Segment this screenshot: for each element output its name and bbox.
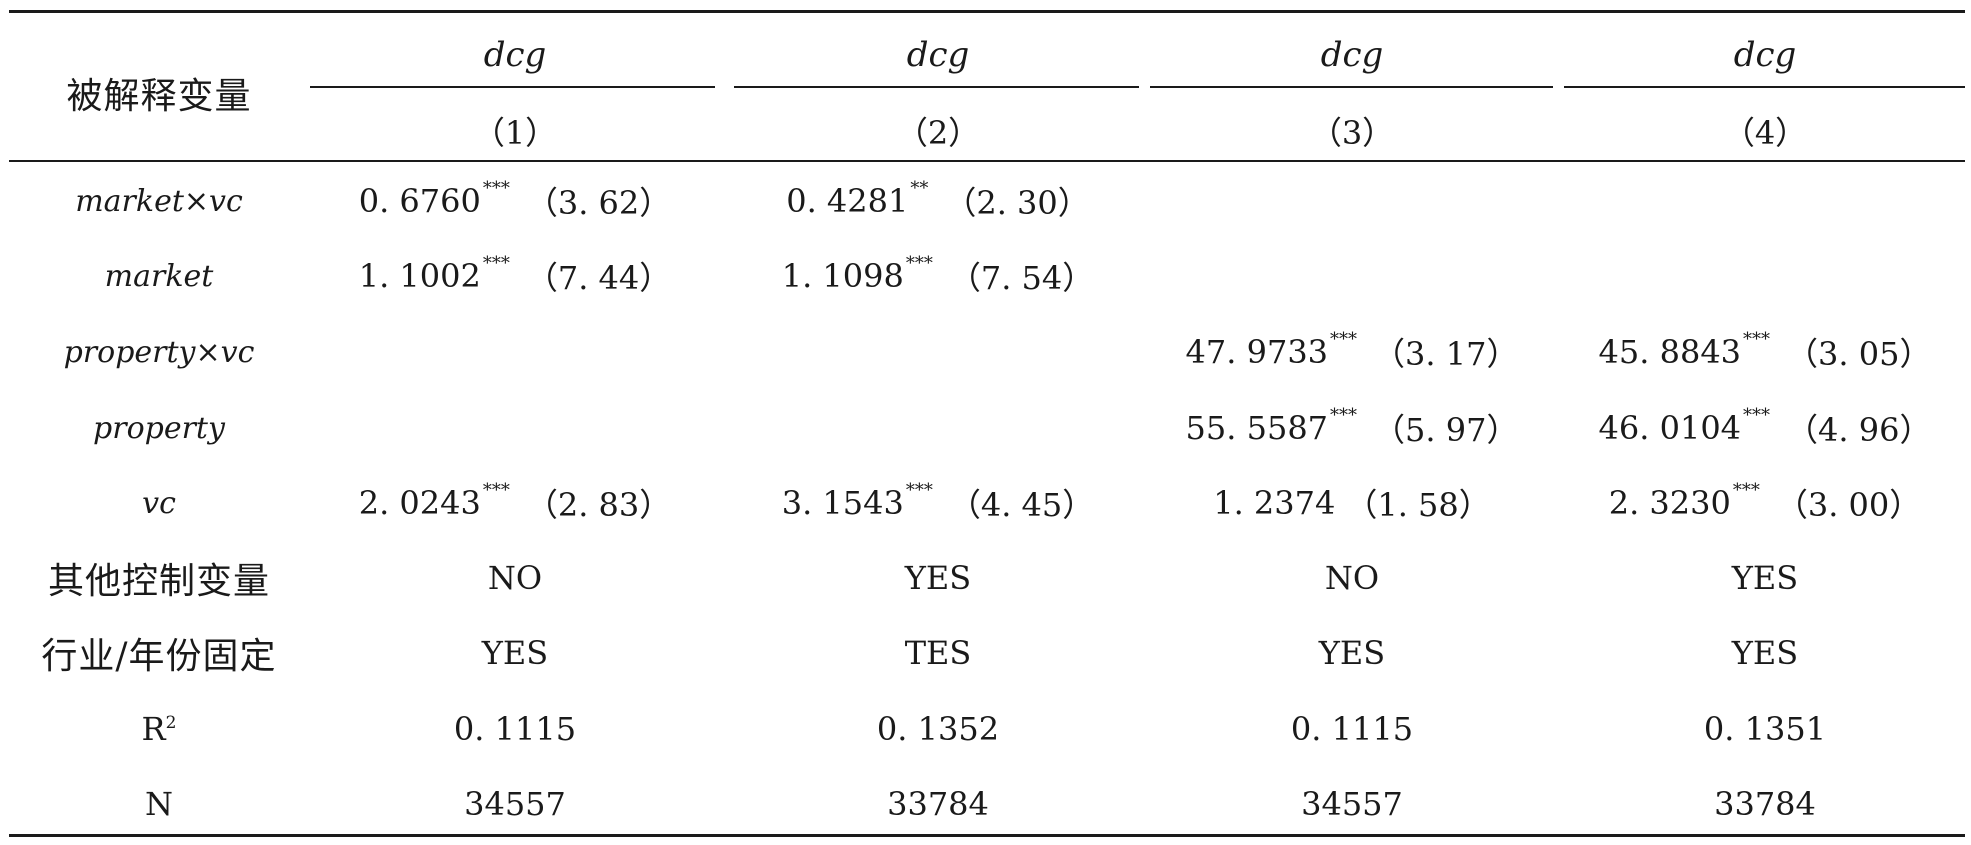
- coefficient-cell: 2. 0243 *** （2. 83）: [309, 473, 721, 533]
- coefficient-value: 1. 2374: [1213, 484, 1336, 522]
- observations-value: 33784: [1714, 785, 1816, 823]
- column-1-dependent-variable: dcg: [483, 35, 547, 75]
- significance-stars: ***: [482, 479, 510, 501]
- coefficient-value: 45. 8843: [1598, 333, 1742, 371]
- row-label-property-x-vc: property×vc: [63, 334, 255, 370]
- r-squared-superscript: 2: [165, 713, 177, 733]
- row-label-industry-year-fixed: 行业/年份固定: [41, 636, 277, 677]
- bottom-rule: [9, 834, 1965, 837]
- coefficient-cell: 0. 6760 *** （3. 62）: [309, 171, 721, 231]
- r-squared-value: 0. 1115: [453, 710, 577, 748]
- significance-stars: ***: [1330, 328, 1358, 350]
- column-2-dependent-variable: dcg: [906, 35, 970, 75]
- significance-stars: ***: [905, 479, 933, 501]
- t-statistic: （3. 17）: [1373, 335, 1519, 373]
- row-label-market-x-vc: market×vc: [75, 183, 243, 219]
- row-label-vc: vc: [142, 485, 176, 521]
- coefficient-value: 1. 1002: [358, 257, 481, 295]
- coefficient-cell: 47. 9733 *** （3. 17）: [1149, 322, 1555, 382]
- row-label-property: property: [93, 410, 225, 446]
- significance-stars: ***: [1743, 328, 1771, 350]
- r-squared-value: 0. 1352: [876, 710, 1000, 748]
- coefficient-cell: 46. 0104 *** （4. 96）: [1565, 398, 1965, 458]
- r-squared-value: 0. 1115: [1290, 710, 1414, 748]
- coefficient-cell: 1. 2374 （1. 58）: [1149, 473, 1555, 533]
- significance-stars: ***: [905, 252, 933, 274]
- r-squared-value: 0. 1351: [1703, 710, 1827, 748]
- fixed-effects-value: YES: [481, 634, 549, 672]
- r-squared-letter: R: [141, 710, 166, 748]
- coefficient-cell: 1. 1098 *** （7. 54）: [735, 246, 1141, 306]
- significance-stars: ***: [482, 177, 510, 199]
- coefficient-value: 3. 1543: [781, 484, 904, 522]
- coefficient-value: 0. 4281: [786, 182, 909, 220]
- controls-value: YES: [1731, 559, 1799, 597]
- column-3-dependent-variable: dcg: [1320, 35, 1384, 75]
- t-statistic: （4. 45）: [948, 486, 1095, 524]
- row-label-observations: N: [145, 785, 173, 823]
- coefficient-cell: 3. 1543 *** （4. 45）: [735, 473, 1141, 533]
- fixed-effects-value: YES: [1318, 634, 1386, 672]
- coefficient-value: 1. 1098: [781, 257, 904, 295]
- significance-stars: ***: [1743, 404, 1771, 426]
- row-label-other-controls: 其他控制变量: [47, 561, 270, 602]
- t-statistic: （1. 58）: [1345, 486, 1491, 524]
- t-statistic: （2. 83）: [525, 486, 672, 524]
- coefficient-value: 2. 3230: [1608, 484, 1731, 522]
- row-label-market: market: [104, 258, 214, 294]
- column-1-number: （1）: [472, 114, 558, 152]
- t-statistic: （5. 97）: [1373, 411, 1519, 449]
- t-statistic: （4. 96）: [1786, 411, 1932, 449]
- significance-stars: ***: [1330, 404, 1358, 426]
- significance-stars: **: [910, 177, 929, 199]
- column-2-header-rule: [734, 86, 1139, 88]
- top-rule: [9, 10, 1965, 13]
- coefficient-value: 55. 5587: [1185, 409, 1329, 447]
- column-4-header-rule: [1564, 86, 1965, 88]
- column-1-header-rule: [310, 86, 715, 88]
- column-4-dependent-variable: dcg: [1733, 35, 1797, 75]
- significance-stars: ***: [482, 252, 510, 274]
- fixed-effects-value: TES: [904, 634, 972, 672]
- significance-stars: ***: [1732, 479, 1760, 501]
- t-statistic: （2. 30）: [944, 184, 1090, 222]
- controls-value: NO: [1324, 559, 1380, 597]
- coefficient-value: 47. 9733: [1185, 333, 1329, 371]
- controls-value: NO: [487, 559, 543, 597]
- coefficient-cell: 0. 4281 ** （2. 30）: [735, 171, 1141, 231]
- t-statistic: （7. 44）: [525, 259, 672, 297]
- controls-value: YES: [904, 559, 972, 597]
- t-statistic: （7. 54）: [948, 259, 1095, 297]
- header-bottom-rule: [9, 160, 1965, 162]
- observations-value: 34557: [464, 785, 566, 823]
- coefficient-value: 0. 6760: [358, 182, 481, 220]
- t-statistic: （3. 62）: [525, 184, 672, 222]
- t-statistic: （3. 00）: [1775, 486, 1922, 524]
- fixed-effects-value: YES: [1731, 634, 1799, 672]
- column-3-number: （3）: [1309, 114, 1395, 152]
- regression-table: 被解释变量 dcg dcg dcg dcg （1） （2） （3） （4） ma…: [9, 10, 1965, 837]
- column-3-header-rule: [1150, 86, 1553, 88]
- coefficient-cell: 45. 8843 *** （3. 05）: [1565, 322, 1965, 382]
- column-4-number: （4）: [1722, 114, 1808, 152]
- dependent-variable-label: 被解释变量: [66, 76, 252, 117]
- column-2-number: （2）: [895, 114, 981, 152]
- t-statistic: （3. 05）: [1786, 335, 1932, 373]
- coefficient-cell: 1. 1002 *** （7. 44）: [309, 246, 721, 306]
- coefficient-value: 46. 0104: [1598, 409, 1742, 447]
- observations-value: 34557: [1301, 785, 1403, 823]
- coefficient-cell: 55. 5587 *** （5. 97）: [1149, 398, 1555, 458]
- coefficient-cell: 2. 3230 *** （3. 00）: [1565, 473, 1965, 533]
- coefficient-value: 2. 0243: [358, 484, 481, 522]
- observations-value: 33784: [887, 785, 989, 823]
